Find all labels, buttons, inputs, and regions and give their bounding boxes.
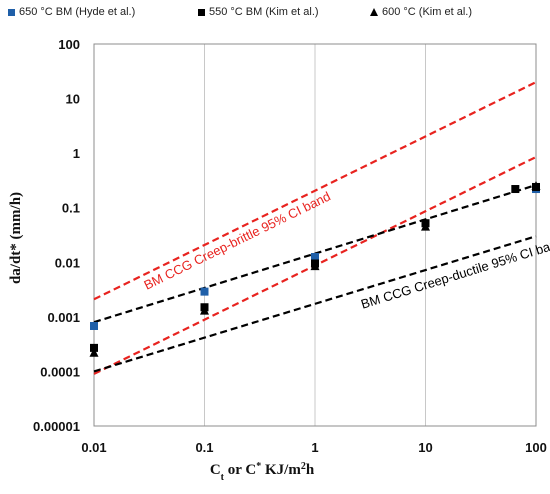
legend: 650 °C BM (Hyde et al.) 550 °C BM (Kim et…	[0, 6, 550, 26]
x-tick-label: 100	[525, 440, 547, 455]
y-tick-label: 0.001	[47, 310, 80, 325]
band-line	[93, 81, 537, 301]
square-marker-icon	[8, 8, 15, 16]
square-marker-icon	[198, 8, 205, 16]
data-point	[511, 185, 520, 194]
y-tick-label: 0.00001	[33, 419, 80, 434]
data-point	[311, 252, 319, 261]
data-point	[200, 305, 209, 315]
y-tick-label: 100	[58, 37, 80, 52]
y-tick-label: 0.01	[55, 255, 80, 270]
data-points	[89, 180, 541, 357]
band-label: BM CCG Creep-brittle 95% CI band	[141, 188, 332, 292]
x-tick-label: 1	[311, 440, 318, 455]
data-point	[90, 321, 98, 330]
triangle-marker-icon	[370, 8, 378, 16]
x-tick-label: 0.01	[81, 440, 106, 455]
band-label: BM CCG Creep-ductile 95% CI band	[359, 235, 550, 312]
grid	[93, 44, 537, 426]
x-tick-label: 0.1	[195, 440, 213, 455]
legend-label: 600 °C (Kim et al.)	[382, 6, 472, 18]
legend-item: 600 °C (Kim et al.)	[370, 6, 472, 18]
x-axis-title: Ct or C* KJ/m2h	[210, 461, 315, 483]
legend-label: 650 °C BM (Hyde et al.)	[19, 6, 136, 18]
y-tick-labels: 0.00001 0.0001 0.001 0.01 0.1 1 10 100	[33, 37, 80, 434]
y-tick-label: 0.1	[62, 201, 80, 216]
legend-item: 650 °C BM (Hyde et al.)	[8, 6, 135, 18]
data-point	[200, 287, 209, 296]
data-point	[531, 180, 541, 190]
x-tick-label: 10	[418, 440, 432, 455]
legend-label: 550 °C BM (Kim et al.)	[209, 6, 319, 18]
y-tick-label: 1	[73, 146, 80, 161]
data-point	[421, 221, 430, 231]
y-axis-title: da/dt* (mm/h)	[8, 192, 24, 284]
plot-frame	[93, 43, 537, 427]
x-tick-labels: 0.01 0.1 1 10 100	[81, 440, 547, 455]
band-line	[93, 235, 537, 373]
legend-item: 550 °C BM (Kim et al.)	[198, 6, 319, 18]
y-tick-label: 10	[66, 92, 80, 107]
y-tick-label: 0.0001	[40, 364, 80, 379]
data-point	[310, 261, 320, 271]
data-point	[89, 347, 99, 357]
